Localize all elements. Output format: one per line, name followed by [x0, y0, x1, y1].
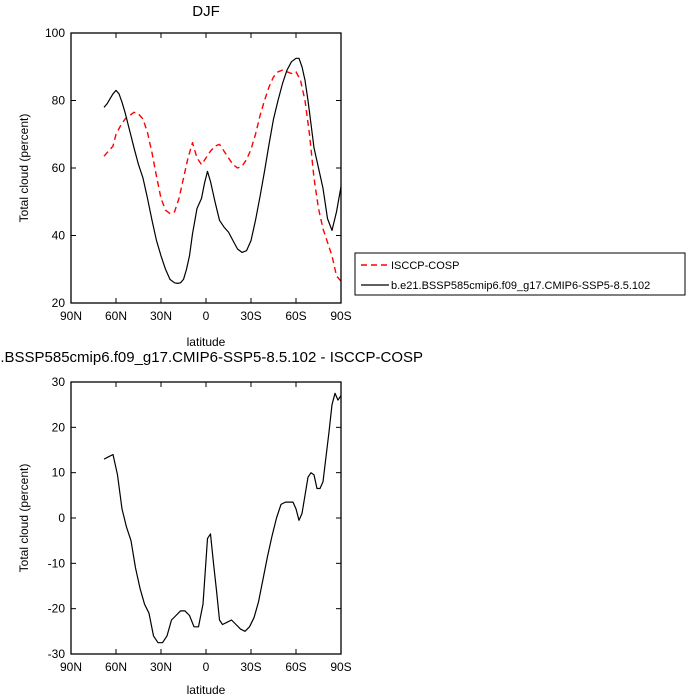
legend-label-model: b.e21.BSSP585cmip6.f09_g17.CMIP6-SSP5-8.… — [391, 280, 650, 292]
top-y-tick-label: 20 — [52, 296, 66, 310]
top-x-tick-label: 30N — [150, 309, 172, 323]
top-plot-y-axis-title: Total cloud (percent) — [17, 114, 31, 223]
top-plot-x-axis-title: latitude — [187, 335, 226, 349]
top-y-tick-label: 80 — [52, 94, 66, 108]
top-x-tick-label: 60N — [105, 309, 127, 323]
bottom-plot-x-axis-title: latitude — [187, 683, 226, 697]
bottom-x-tick-label: 30N — [150, 660, 172, 674]
legend-label-isccp-cosp: ISCCP-COSP — [391, 260, 459, 272]
legend: ISCCP-COSP b.e21.BSSP585cmip6.f09_g17.CM… — [354, 252, 686, 296]
top-y-tick-label: 40 — [52, 229, 66, 243]
bottom-y-tick-label: -30 — [48, 647, 66, 661]
top-plot-title: DJF — [192, 3, 220, 20]
bottom-y-tick-label: -20 — [48, 602, 66, 616]
top-plot-frame — [70, 32, 342, 304]
top-x-tick-label: 90S — [330, 309, 351, 323]
legend-box — [354, 252, 686, 296]
top-y-tick-label: 60 — [52, 161, 66, 175]
series-line-difference — [103, 392, 342, 644]
top-x-tick-label: 30S — [240, 309, 261, 323]
bottom-y-tick-label: 20 — [52, 420, 66, 434]
series-line-isccp-cosp — [103, 69, 342, 282]
bottom-plot-frame — [70, 381, 342, 655]
bottom-x-tick-label: 0 — [203, 660, 210, 674]
bottom-x-tick-label: 60S — [285, 660, 306, 674]
top-plot-panel: DJF latitude Total cloud (percent) 90N 60… — [17, 3, 352, 349]
bottom-y-tick-label: -10 — [48, 556, 66, 570]
series-line-model — [103, 57, 342, 284]
bottom-x-tick-label: 90S — [330, 660, 351, 674]
bottom-x-tick-label: 90N — [60, 660, 82, 674]
top-x-tick-label: 90N — [60, 309, 82, 323]
bottom-x-tick-label: 30S — [240, 660, 261, 674]
bottom-plot-panel: 1.BSSP585cmip6.f09_g17.CMIP6-SSP5-8.5.10… — [0, 349, 423, 697]
top-y-tick-label: 100 — [45, 26, 65, 40]
bottom-y-tick-label: 30 — [52, 375, 66, 389]
top-x-tick-label: 60S — [285, 309, 306, 323]
bottom-x-tick-label: 60N — [105, 660, 127, 674]
bottom-y-tick-label: 10 — [52, 466, 66, 480]
bottom-y-tick-label: 0 — [58, 511, 65, 525]
bottom-plot-title: 1.BSSP585cmip6.f09_g17.CMIP6-SSP5-8.5.10… — [0, 349, 423, 366]
bottom-plot-y-axis-title: Total cloud (percent) — [17, 464, 31, 573]
top-x-tick-label: 0 — [203, 309, 210, 323]
